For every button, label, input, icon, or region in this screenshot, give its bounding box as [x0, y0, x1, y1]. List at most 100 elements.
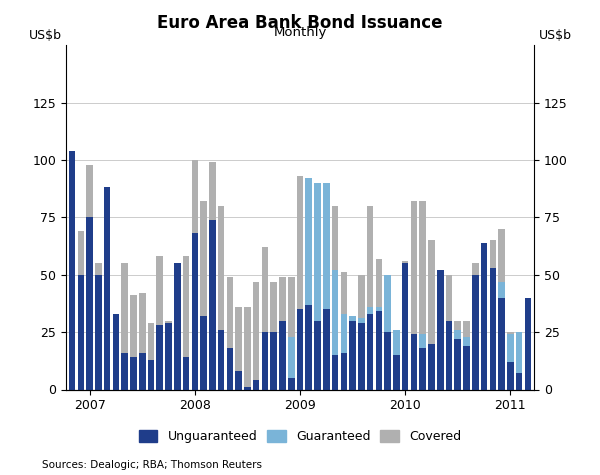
Bar [437, 309, 443, 390]
Bar [148, 360, 154, 389]
Bar [113, 321, 119, 389]
Bar [463, 346, 470, 390]
Bar [288, 337, 295, 378]
Bar [410, 201, 417, 390]
Bar [244, 387, 251, 390]
Bar [367, 314, 373, 390]
Bar [402, 261, 409, 390]
Bar [297, 176, 303, 390]
Text: Sources: Dealogic; RBA; Thomson Reuters: Sources: Dealogic; RBA; Thomson Reuters [42, 460, 262, 470]
Bar [349, 316, 356, 321]
Bar [174, 263, 181, 390]
Bar [271, 282, 277, 390]
Bar [288, 277, 295, 389]
Bar [165, 323, 172, 389]
Bar [262, 247, 268, 390]
Bar [165, 321, 172, 389]
Bar [341, 353, 347, 390]
Bar [209, 162, 215, 390]
Legend: Unguaranteed, Guaranteed, Covered: Unguaranteed, Guaranteed, Covered [139, 430, 461, 443]
Bar [481, 243, 487, 390]
Bar [288, 378, 295, 390]
Bar [358, 275, 365, 389]
Bar [253, 380, 259, 390]
Bar [402, 263, 409, 390]
Bar [507, 362, 514, 389]
Bar [376, 307, 382, 312]
Bar [191, 233, 198, 390]
Bar [419, 348, 426, 390]
Bar [481, 263, 487, 390]
Bar [428, 240, 435, 390]
Bar [104, 261, 110, 390]
Bar [463, 321, 470, 389]
Bar [200, 201, 207, 390]
Bar [385, 275, 391, 332]
Bar [454, 339, 461, 390]
Bar [77, 275, 84, 389]
Bar [262, 332, 268, 390]
Bar [393, 330, 400, 355]
Bar [314, 183, 321, 321]
Bar [279, 277, 286, 389]
Bar [253, 282, 259, 390]
Bar [349, 328, 356, 390]
Bar [323, 309, 329, 390]
Bar [367, 206, 373, 390]
Bar [516, 332, 523, 373]
Bar [332, 270, 338, 355]
Bar [113, 314, 119, 390]
Bar [86, 164, 93, 390]
Bar [227, 348, 233, 390]
Bar [419, 201, 426, 390]
Bar [498, 298, 505, 390]
Bar [516, 373, 523, 390]
Bar [305, 188, 312, 390]
Bar [472, 275, 479, 389]
Bar [104, 188, 110, 390]
Bar [191, 160, 198, 390]
Bar [148, 323, 154, 389]
Bar [314, 321, 321, 389]
Bar [305, 304, 312, 390]
Bar [376, 258, 382, 390]
Bar [244, 307, 251, 390]
Bar [498, 282, 505, 298]
Bar [227, 277, 233, 389]
Bar [463, 337, 470, 346]
Bar [341, 273, 347, 390]
Bar [139, 353, 146, 390]
Bar [95, 263, 102, 390]
Bar [130, 295, 137, 390]
Bar [297, 309, 303, 390]
Bar [410, 334, 417, 390]
Text: Monthly: Monthly [274, 26, 326, 39]
Bar [490, 240, 496, 390]
Bar [323, 183, 329, 309]
Bar [446, 321, 452, 389]
Bar [174, 321, 181, 389]
Bar [218, 206, 224, 390]
Bar [454, 330, 461, 339]
Bar [385, 275, 391, 389]
Bar [516, 332, 523, 390]
Bar [507, 332, 514, 390]
Bar [271, 332, 277, 390]
Text: US$b: US$b [538, 28, 571, 42]
Bar [95, 275, 102, 389]
Bar [437, 270, 443, 390]
Bar [69, 151, 76, 389]
Bar [323, 194, 329, 390]
Bar [507, 334, 514, 362]
Bar [498, 229, 505, 390]
Bar [490, 268, 496, 390]
Bar [419, 334, 426, 348]
Bar [446, 275, 452, 389]
Bar [367, 307, 373, 314]
Bar [332, 355, 338, 390]
Bar [130, 357, 137, 389]
Bar [393, 355, 400, 390]
Text: US$b: US$b [29, 28, 62, 42]
Bar [157, 325, 163, 389]
Bar [341, 314, 347, 353]
